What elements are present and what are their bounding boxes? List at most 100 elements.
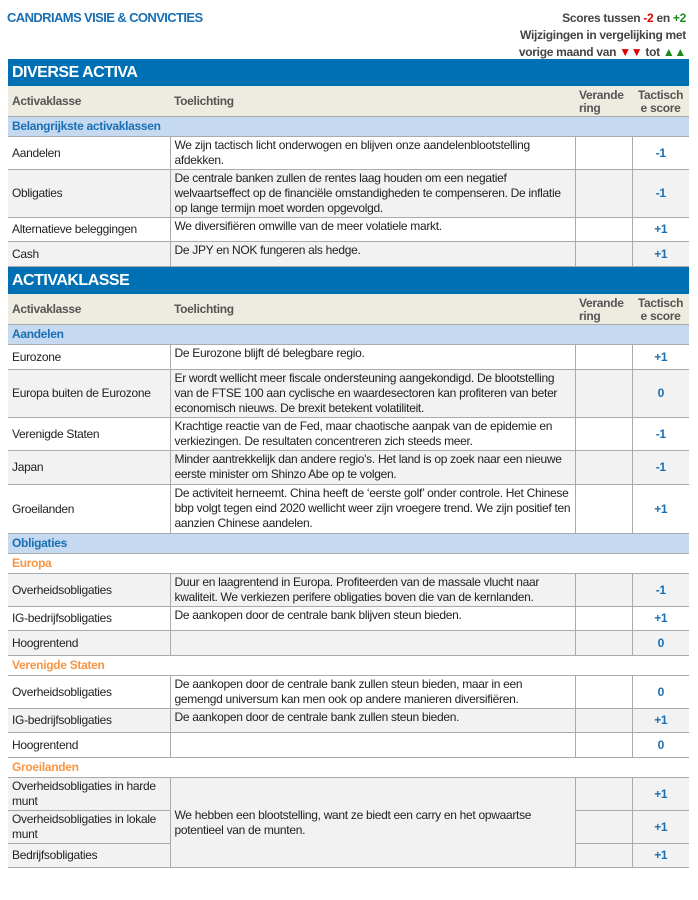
table-row: Overheidsobligaties in lokale munt +1 [8,810,690,844]
tactical-score: -1 [631,417,690,451]
change-indicator [574,344,632,370]
explanation-text [169,630,575,656]
tactical-score: -1 [631,450,690,485]
change-indicator [574,484,632,534]
explanation-text: De Eurozone blijft dé belegbare regio. [169,344,575,370]
explanation-text: De aankopen door de centrale bank blijve… [169,606,575,631]
legend-max-score: +2 [672,11,686,25]
legend-min-score: -2 [643,11,654,25]
column-header-toelichting: Toelichting [170,294,575,325]
subsection-label: Belangrijkste activaklassen [8,116,690,137]
group-label: Groeilanden [8,757,690,778]
explanation-text: De centrale banken zullen de rentes laag… [169,169,575,218]
column-headers: Activaklasse Toelichting Verande ring Tacti… [8,86,690,117]
tactical-score: +1 [631,810,690,844]
tactical-score: +1 [631,777,690,811]
table-row: Obligaties De centrale banken zullen de r… [8,169,690,218]
asset-class-label: IG-bedrijfsobligaties [8,708,170,733]
table-row: Verenigde Staten Krachtige reactie van de… [8,417,690,451]
change-indicator [574,708,632,733]
change-indicator [574,675,632,709]
change-indicator [574,843,632,868]
asset-class-label: Europa buiten de Eurozone [8,369,170,418]
change-indicator [574,450,632,485]
tactical-score: +1 [631,241,690,267]
legend-text: en [653,11,673,25]
asset-class-label: Overheidsobligaties [8,573,170,607]
tactical-score: -1 [631,169,690,218]
change-indicator [574,777,632,811]
change-indicator [574,606,632,631]
change-indicator [574,810,632,844]
explanation-text [169,732,575,758]
tactical-score: +1 [631,843,690,868]
explanation-text: We zijn tactisch licht onderwogen en bli… [169,136,575,170]
explanation-text: We hebben een blootstelling, want ze bie… [169,777,575,868]
section-title: ACTIVAKLASSE [8,266,690,294]
column-header-tactische-score: Tactisch e score [632,294,690,325]
explanation-text: Duur en laagrentend in Europa. Profiteer… [169,573,575,607]
section-title: DIVERSE ACTIVA [8,59,690,86]
column-header-toelichting: Toelichting [170,86,575,117]
subsection-header: Obligaties [8,533,690,554]
tactical-score: 0 [631,369,690,418]
page-title: CANDRIAMS VISIE & CONVICTIES [7,10,203,25]
tactical-score: -1 [631,573,690,607]
table-row: Cash De JPY en NOK fungeren als hedge. +1 [8,241,690,267]
asset-class-label: Hoogrentend [8,732,170,758]
table-row: IG-bedrijfsobligaties De aankopen door de… [8,708,690,733]
subsection-header: Belangrijkste activaklassen [8,116,690,137]
table-row: Alternatieve beleggingen We diversifiëren… [8,217,690,242]
asset-class-label: Japan [8,450,170,485]
explanation-text: De JPY en NOK fungeren als hedge. [169,241,575,267]
up-arrows-icon: ▲▲ [662,45,686,59]
asset-class-label: Alternatieve beleggingen [8,217,170,242]
asset-class-label: IG-bedrijfsobligaties [8,606,170,631]
explanation-text: Krachtige reactie van de Fed, maar chaot… [169,417,575,451]
column-header-activaklasse: Activaklasse [8,294,170,325]
group-header: Europa [8,553,690,574]
change-indicator [574,217,632,242]
table-row: Hoogrentend 0 [8,630,690,656]
legend-text: Scores tussen [562,11,644,25]
table-row: Eurozone De Eurozone blijft dé belegbare … [8,344,690,370]
legend-text: vorige maand van [518,45,620,59]
tactical-score: +1 [631,217,690,242]
change-indicator [574,369,632,418]
section-header: ACTIVAKLASSE [8,266,690,294]
asset-class-label: Hoogrentend [8,630,170,656]
asset-class-label: Overheidsobligaties in lokale munt [8,810,170,844]
table-row: Hoogrentend 0 [8,732,690,758]
asset-class-label: Bedrijfsobligaties [8,843,170,868]
tactical-score: 0 [631,675,690,709]
section-header: DIVERSE ACTIVA [8,59,690,86]
explanation-text: We diversifiëren omwille van de meer vol… [169,217,575,242]
tactical-score: +1 [631,708,690,733]
column-header-verandering: Verande ring [575,86,632,117]
asset-class-label: Overheidsobligaties [8,675,170,709]
column-header-verandering: Verande ring [575,294,632,325]
table-row: Overheidsobligaties Duur en laagrentend i… [8,573,690,607]
table-row: IG-bedrijfsobligaties De aankopen door de… [8,606,690,631]
tactical-score: +1 [631,344,690,370]
explanation-text: De aankopen door de centrale bank zullen… [169,675,575,709]
column-headers: Activaklasse Toelichting Verande ring Tacti… [8,294,690,325]
tactical-score: -1 [631,136,690,170]
column-header-activaklasse: Activaklasse [8,86,170,117]
asset-class-label: Cash [8,241,170,267]
explanation-text: Minder aantrekkelijk dan andere regio's.… [169,450,575,485]
table-row: Groeilanden De activiteit herneemt. China… [8,484,690,534]
group-header: Verenigde Staten [8,655,690,676]
table-row: Europa buiten de Eurozone Er wordt wellic… [8,369,690,418]
asset-class-label: Overheidsobligaties in harde munt [8,777,170,811]
group-label: Verenigde Staten [8,655,690,676]
group-header: Groeilanden [8,757,690,778]
change-indicator [574,169,632,218]
table-row: Overheidsobligaties in harde munt We hebb… [8,777,690,868]
tactical-score: 0 [631,732,690,758]
explanation-text: De activiteit herneemt. China heeft de ‘… [169,484,575,534]
table-row: Overheidsobligaties De aankopen door de c… [8,675,690,709]
change-indicator [574,417,632,451]
explanation-text: Er wordt wellicht meer fiscale ondersteu… [169,369,575,418]
subsection-header: Aandelen [8,324,690,345]
